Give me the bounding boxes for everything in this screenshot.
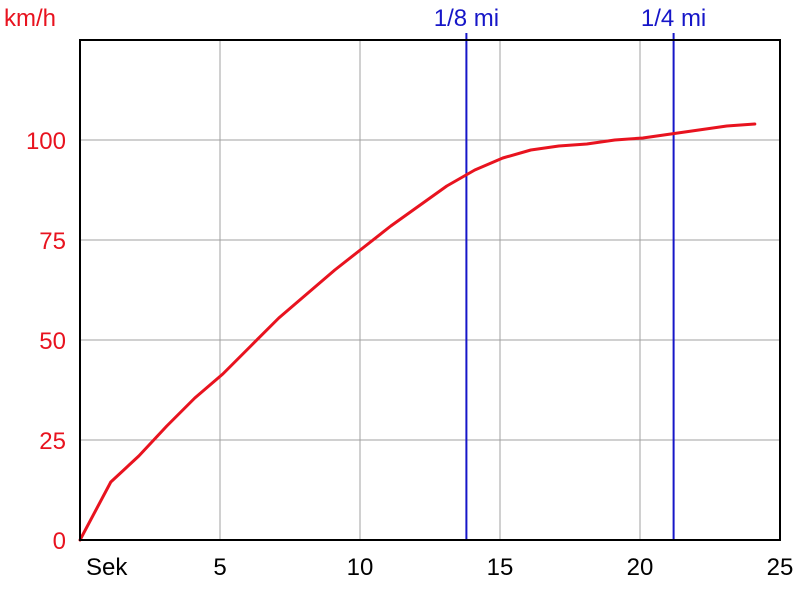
y-tick-labels: 0 25 50 75 100: [26, 128, 66, 555]
distance-marker-label: 1/8 mi: [434, 5, 499, 32]
x-tick-label: 20: [627, 554, 654, 581]
speed-series-line: [78, 122, 757, 542]
y-axis-label: km/h: [4, 5, 56, 32]
x-tick-label: 5: [213, 554, 226, 581]
plot-frame: [79, 39, 781, 541]
x-tick-labels: 5 10 15 20 25: [213, 554, 793, 581]
y-tick-label: 50: [39, 328, 66, 355]
x-tick-label: 10: [347, 554, 374, 581]
x-tick-label: 25: [767, 554, 794, 581]
y-tick-label: 100: [26, 128, 66, 155]
y-tick-label: 75: [39, 228, 66, 255]
series-layer: [78, 122, 757, 542]
y-tick-label: 25: [39, 428, 66, 455]
distance-markers: 1/8 mi 1/4 mi: [434, 5, 706, 540]
x-axis-label: Sek: [86, 554, 128, 581]
grid: [80, 40, 781, 540]
x-tick-label: 15: [487, 554, 514, 581]
y-tick-label: 0: [53, 528, 66, 555]
distance-marker-label: 1/4 mi: [641, 5, 706, 32]
